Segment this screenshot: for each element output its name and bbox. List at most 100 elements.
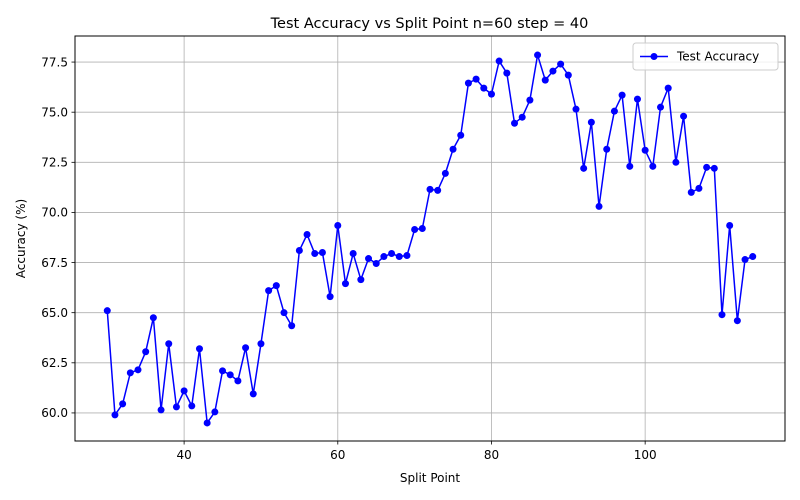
data-point: [341, 280, 349, 288]
y-tick-label: 77.5: [41, 55, 68, 69]
data-point: [372, 260, 380, 268]
data-point: [234, 377, 242, 385]
data-point: [680, 112, 688, 120]
data-point: [219, 367, 227, 375]
y-tick-label: 60.0: [41, 406, 68, 420]
plot-frame: [74, 35, 786, 442]
data-point: [265, 287, 273, 295]
data-point: [733, 317, 741, 325]
data-point: [749, 253, 757, 261]
legend-box: [632, 42, 779, 71]
x-tick-label: 40: [176, 448, 191, 462]
data-point: [280, 309, 288, 317]
y-axis-label: Accuracy (%): [14, 199, 28, 278]
data-point: [664, 84, 672, 92]
y-tick-label: 75.0: [41, 105, 68, 119]
x-tick-label: 100: [634, 448, 657, 462]
data-point: [626, 162, 634, 170]
data-point: [119, 400, 127, 408]
data-point: [388, 250, 396, 258]
data-point: [449, 145, 457, 153]
data-point: [149, 314, 157, 322]
data-point: [434, 186, 442, 194]
data-point: [195, 345, 203, 353]
data-point: [726, 221, 734, 229]
data-point: [472, 75, 480, 83]
data-point: [203, 419, 211, 427]
data-point: [526, 96, 534, 104]
data-point: [457, 131, 465, 139]
data-point: [511, 119, 519, 127]
data-point: [188, 402, 196, 410]
data-point: [134, 366, 142, 374]
data-point: [257, 340, 265, 348]
legend: Test Accuracy: [632, 42, 779, 71]
data-point: [326, 293, 334, 301]
data-point: [633, 95, 641, 103]
data-point: [126, 369, 134, 377]
data-point: [395, 253, 403, 261]
y-tick-label: 70.0: [41, 206, 68, 220]
data-point: [418, 224, 426, 232]
data-point: [180, 387, 188, 395]
data-point: [718, 311, 726, 319]
data-point: [211, 408, 219, 416]
data-point: [687, 188, 695, 196]
data-point: [411, 225, 419, 233]
data-point: [541, 76, 549, 84]
data-point: [695, 184, 703, 192]
x-tick-label: 60: [330, 448, 345, 462]
data-point: [610, 107, 618, 115]
data-point: [441, 169, 449, 177]
data-point: [103, 307, 111, 315]
y-tick-label: 65.0: [41, 306, 68, 320]
data-point: [303, 230, 311, 238]
data-point: [226, 371, 234, 379]
data-point: [172, 403, 180, 411]
data-point: [365, 255, 373, 263]
grid: [75, 36, 785, 441]
data-point: [572, 105, 580, 113]
data-point: [357, 276, 365, 284]
data-point: [564, 71, 572, 79]
data-point: [672, 158, 680, 166]
chart-title: Test Accuracy vs Split Point n=60 step =…: [270, 16, 589, 32]
data-point: [318, 249, 326, 257]
data-point: [334, 221, 342, 229]
data-point: [111, 411, 119, 419]
data-point: [242, 344, 250, 352]
legend-marker-swatch: [650, 53, 658, 60]
data-point: [741, 256, 749, 264]
y-tick-label: 72.5: [41, 156, 68, 170]
data-point: [703, 163, 711, 171]
data-point: [549, 67, 557, 75]
x-axis-label: Split Point: [400, 471, 461, 485]
data-point: [249, 390, 257, 398]
x-tick-label: 80: [484, 448, 499, 462]
data-point: [649, 162, 657, 170]
data-point: [657, 103, 665, 111]
data-point: [380, 253, 388, 261]
data-point: [618, 91, 626, 99]
y-tick-label: 62.5: [41, 356, 68, 370]
series-layer: [103, 51, 757, 427]
data-point: [595, 202, 603, 210]
legend-label: Test Accuracy: [676, 50, 759, 64]
data-point: [480, 84, 488, 92]
data-point: [503, 69, 511, 77]
data-point: [157, 406, 165, 414]
data-point: [518, 113, 526, 121]
data-point: [272, 282, 280, 290]
data-point: [165, 340, 173, 348]
data-point: [349, 250, 357, 258]
axis-ticks: 40 60 80 100 60.0 62.5 65.0 67.5 70.0 72.5 75.0 77.…: [41, 55, 656, 462]
data-point: [495, 57, 503, 65]
data-point: [587, 118, 595, 126]
data-point: [295, 247, 303, 255]
data-point: [557, 60, 565, 68]
data-point: [403, 252, 411, 260]
data-point: [464, 79, 472, 87]
data-point: [710, 164, 718, 172]
